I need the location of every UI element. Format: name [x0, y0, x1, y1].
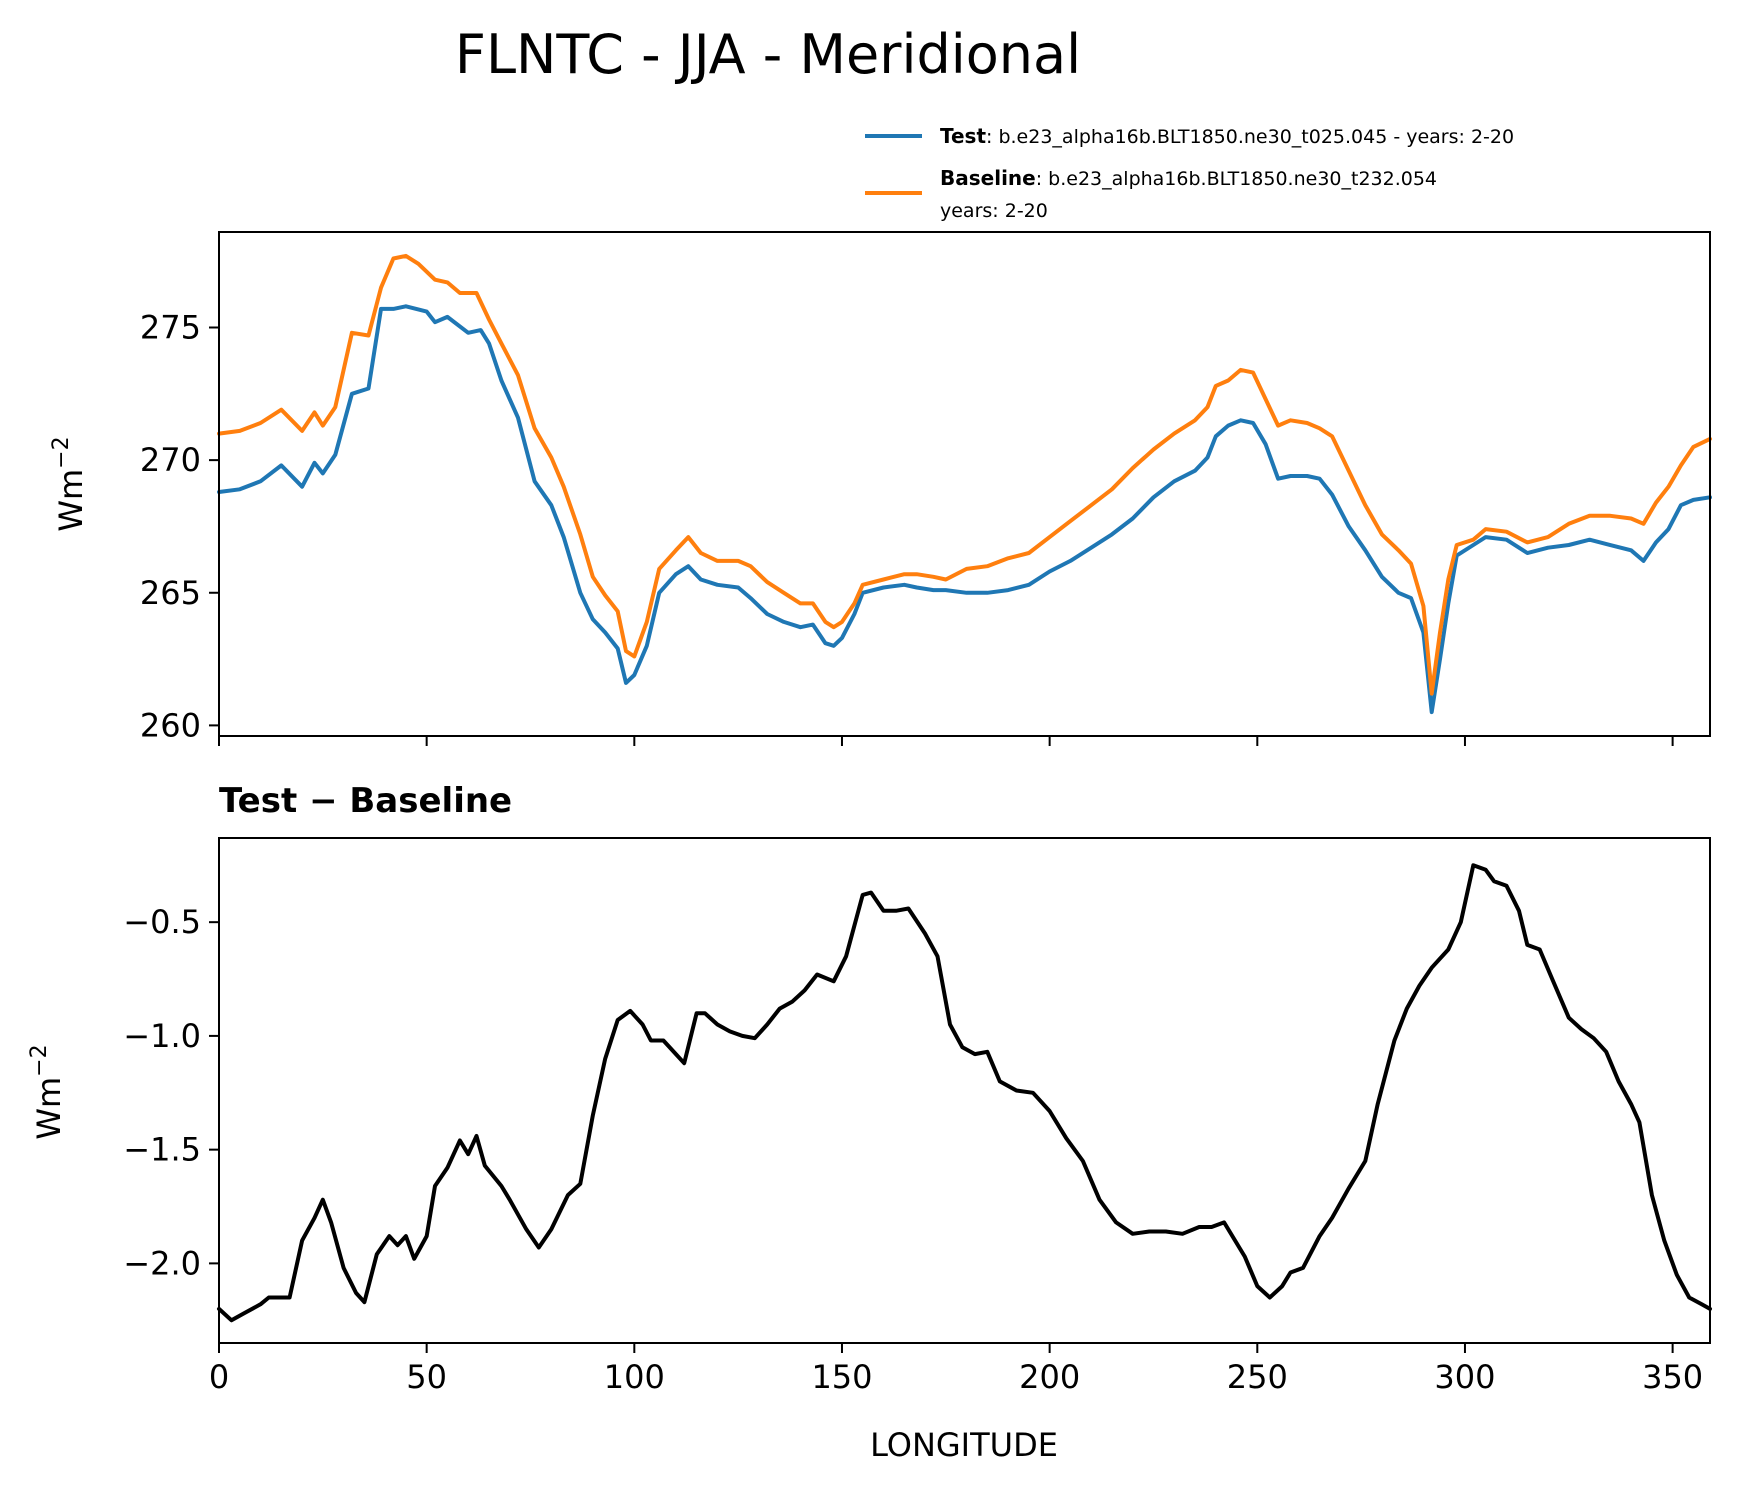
bottom-xtick-label: 0: [209, 1358, 229, 1396]
legend-baseline-desc: : b.e23_alpha16b.BLT1850.ne30_t232.054: [1036, 168, 1437, 190]
bottom-xtick-label: 250: [1227, 1358, 1288, 1396]
legend-test-text: Test: b.e23_alpha16b.BLT1850.ne30_t025.0…: [940, 124, 1514, 148]
bottom-xtick-label: 300: [1434, 1358, 1495, 1396]
bottom-xtick-label: 100: [604, 1358, 665, 1396]
top-axes-ticks: 260 265 270 275: [140, 308, 1674, 746]
bottom-ylabel: Wm−2: [27, 1044, 68, 1139]
bottom-xtick-label: 50: [406, 1358, 447, 1396]
bottom-ylabel-exponent: −2: [27, 1044, 52, 1076]
legend-test-label: Test: [940, 124, 986, 148]
top-ytick-label: 270: [140, 441, 201, 479]
top-series-line-baseline: [217, 253, 1712, 696]
top-plot-frame: [218, 231, 1711, 737]
top-ylabel-exponent: −2: [49, 436, 74, 468]
bottom-xtick-label: 150: [811, 1358, 872, 1396]
top-ylabel-unit: Wm: [52, 469, 90, 532]
legend-test-desc: : b.e23_alpha16b.BLT1850.ne30_t025.045 -…: [986, 126, 1514, 148]
bottom-plot-frame: [218, 837, 1711, 1344]
top-panel: 260 265 270 275 Wm−2: [49, 231, 1712, 746]
bottom-xtick-label: 200: [1019, 1358, 1080, 1396]
top-ylabel: Wm−2: [49, 436, 90, 531]
top-series-line-test: [217, 304, 1712, 715]
legend-baseline-label: Baseline: [940, 166, 1036, 190]
top-ytick-label: 265: [140, 574, 201, 612]
top-ytick-label: 260: [140, 706, 201, 744]
bottom-ytick-label: −0.5: [123, 903, 201, 941]
top-ytick-label: 275: [140, 308, 201, 346]
bottom-series-line-test-baseline: [217, 863, 1712, 1323]
bottom-ytick-label: −1.0: [123, 1017, 201, 1055]
bottom-ytick-label: −2.0: [123, 1244, 201, 1282]
bottom-panel-title: Test − Baseline: [219, 781, 512, 821]
bottom-panel: −2.0 −1.5 −1.0 −0.5 0 50 100 150 200 250 300 350 Wm…: [27, 837, 1712, 1396]
figure-title: FLNTC - JJA - Meridional: [455, 23, 1081, 86]
bottom-series: [217, 863, 1712, 1323]
x-axis-label: LONGITUDE: [870, 1426, 1058, 1464]
bottom-ylabel-unit: Wm: [30, 1077, 68, 1140]
top-series: [217, 253, 1712, 715]
legend: Test: b.e23_alpha16b.BLT1850.ne30_t025.0…: [865, 124, 1514, 222]
bottom-axes-ticks: −2.0 −1.5 −1.0 −0.5 0 50 100 150 200 250 300 350: [123, 903, 1703, 1396]
legend-baseline-text: Baseline: b.e23_alpha16b.BLT1850.ne30_t2…: [940, 166, 1437, 190]
bottom-ytick-label: −1.5: [123, 1131, 201, 1169]
bottom-xtick-label: 350: [1642, 1358, 1703, 1396]
legend-baseline-desc2: years: 2-20: [940, 200, 1048, 222]
